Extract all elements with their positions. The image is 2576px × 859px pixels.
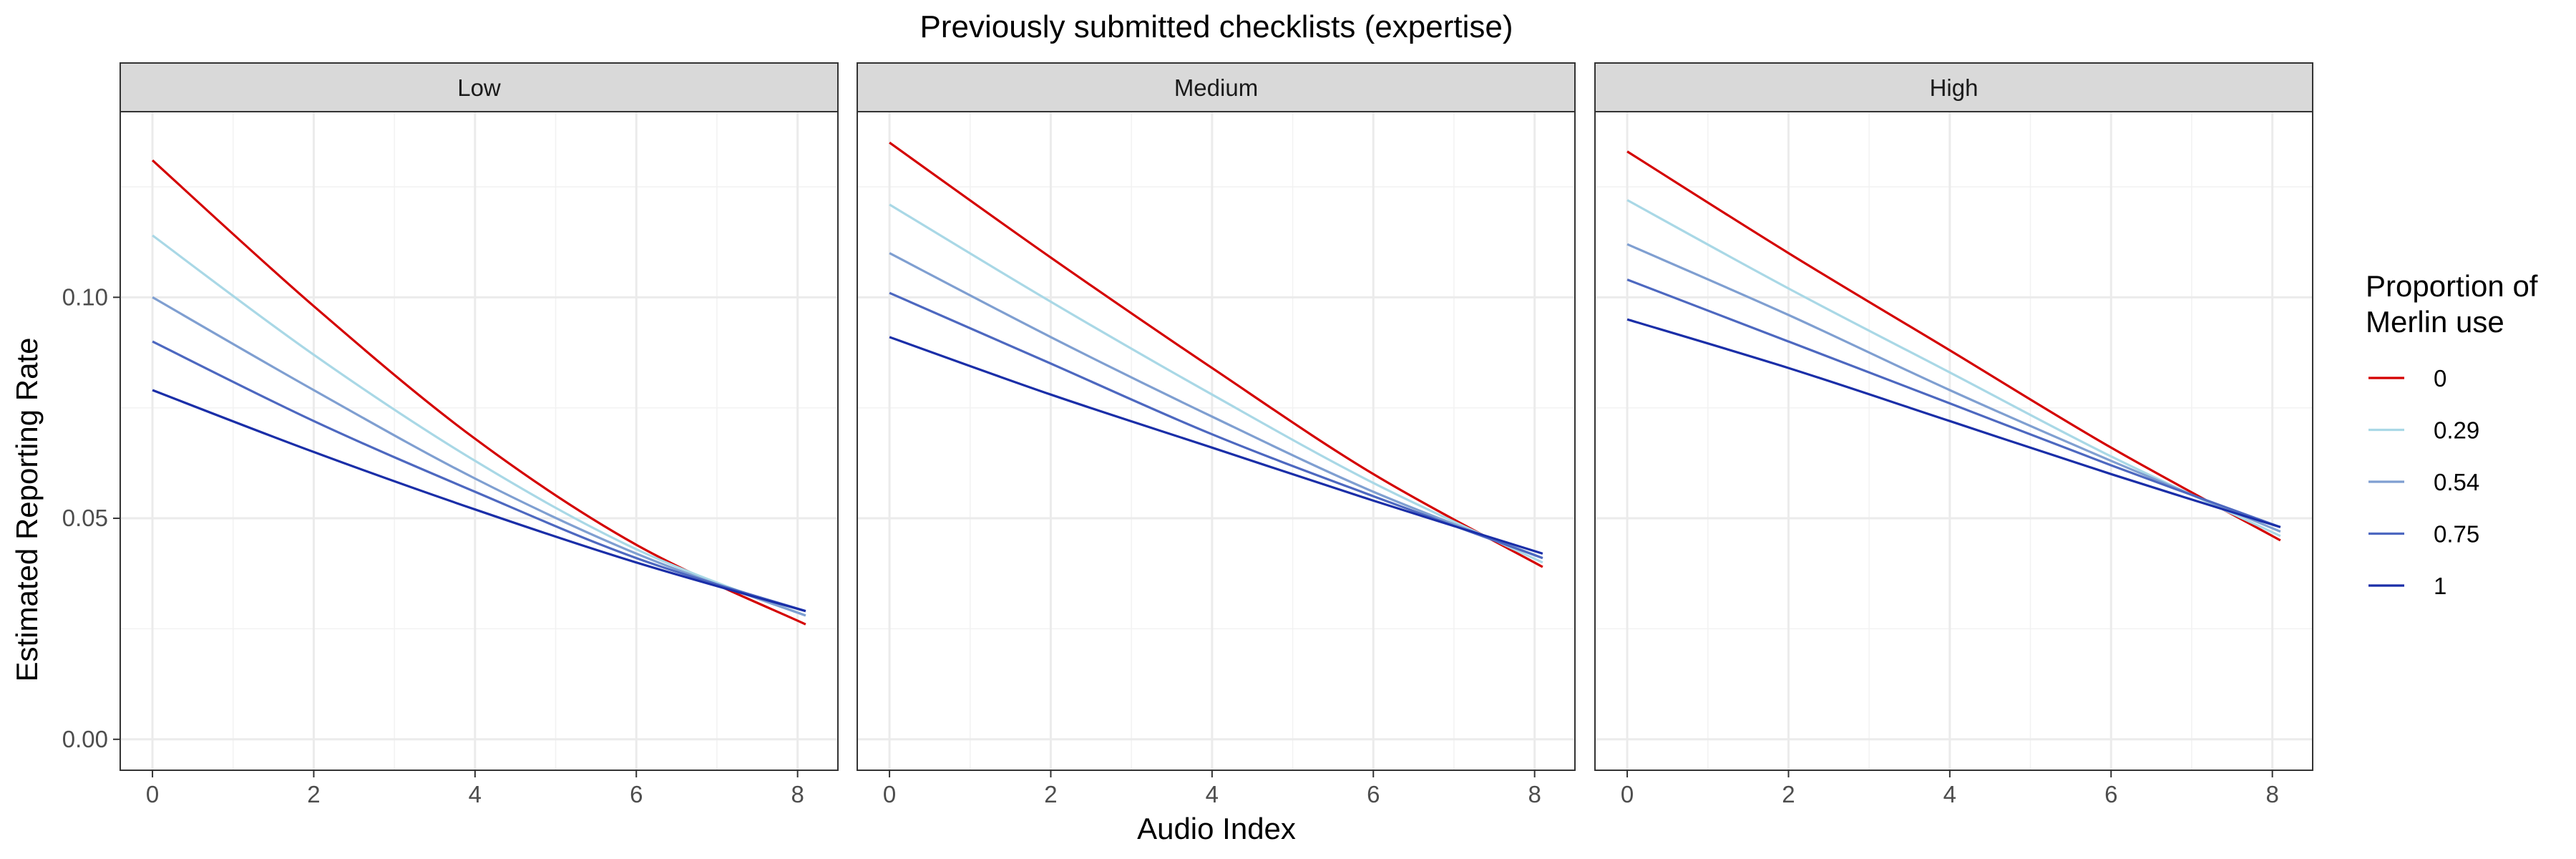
x-axis-title: Audio Index — [1137, 812, 1296, 845]
x-tick-label: 2 — [307, 781, 320, 807]
x-tick-label: 2 — [1782, 781, 1795, 807]
panel-border — [1594, 111, 2313, 771]
x-tick-label: 4 — [469, 781, 482, 807]
x-tick-label: 6 — [2104, 781, 2117, 807]
strip-medium — [857, 62, 1576, 112]
strip-high — [1594, 62, 2313, 112]
x-tick-label: 8 — [1528, 781, 1541, 807]
legend-item: 0.75 — [2368, 521, 2479, 548]
y-axis-title: Estimated Reporting Rate — [10, 338, 44, 682]
series-line-0-medium — [889, 141, 1543, 568]
x-tick-label: 8 — [791, 781, 804, 807]
panel-border — [119, 111, 839, 771]
plot-area — [857, 112, 1575, 770]
series-line-1-high — [1626, 318, 2281, 528]
y-tick-label: 0.10 — [62, 283, 108, 310]
legend-item: 1 — [2368, 573, 2446, 599]
legend-item: 0.29 — [2368, 417, 2479, 444]
panel-low: Low — [119, 62, 839, 771]
series-line-0-29-low — [152, 234, 806, 617]
series-line-0-75-low — [152, 340, 806, 613]
x-tick-label: 0 — [1621, 781, 1634, 807]
series-line-0-high — [1626, 150, 2281, 542]
legend-item: 0 — [2368, 365, 2446, 392]
strip-low — [119, 62, 839, 112]
facet-panels: Low Medium High — [119, 62, 2313, 771]
legend-title: Proportion of — [2366, 269, 2538, 303]
x-tick-label: 0 — [883, 781, 896, 807]
x-tick-label: 6 — [630, 781, 643, 807]
strip-label: Low — [457, 74, 501, 101]
panel-high: High — [1594, 62, 2313, 771]
series-line-1-low — [152, 389, 806, 613]
legend-label: 0 — [2434, 365, 2446, 392]
x-axes: 0 2 4 6 8 0 2 4 6 8 0 2 4 6 8 — [146, 770, 2279, 807]
legend-label: 0.54 — [2434, 469, 2479, 495]
chart-title: Previously submitted checklists (experti… — [920, 9, 1513, 44]
x-tick-label: 6 — [1367, 781, 1380, 807]
x-tick-label: 4 — [1206, 781, 1219, 807]
series-line-1-medium — [889, 336, 1543, 555]
panel-medium: Medium — [857, 62, 1576, 771]
x-tick-label: 0 — [146, 781, 159, 807]
y-axis: 0.00 0.05 0.10 — [62, 283, 120, 752]
legend-label: 1 — [2434, 573, 2446, 599]
strip-label: High — [1930, 74, 1979, 101]
series-line-0-75-medium — [889, 291, 1543, 560]
series-line-0-54-medium — [889, 252, 1543, 560]
series-line-0-75-high — [1626, 278, 2281, 528]
x-tick-label: 8 — [2265, 781, 2278, 807]
panel-border — [857, 111, 1576, 771]
strip-label: Medium — [1174, 74, 1258, 101]
x-tick-label: 4 — [1943, 781, 1956, 807]
x-tick-label: 2 — [1044, 781, 1057, 807]
legend-label: 0.29 — [2434, 417, 2479, 444]
y-tick-label: 0.00 — [62, 726, 108, 752]
series-line-0-54-low — [152, 296, 806, 617]
series-line-0-29-medium — [889, 203, 1543, 564]
plot-area — [1595, 112, 2313, 770]
legend-title: Merlin use — [2366, 305, 2504, 339]
legend-label: 0.75 — [2434, 521, 2479, 548]
y-tick-label: 0.05 — [62, 505, 108, 531]
legend-item: 0.54 — [2368, 469, 2479, 495]
